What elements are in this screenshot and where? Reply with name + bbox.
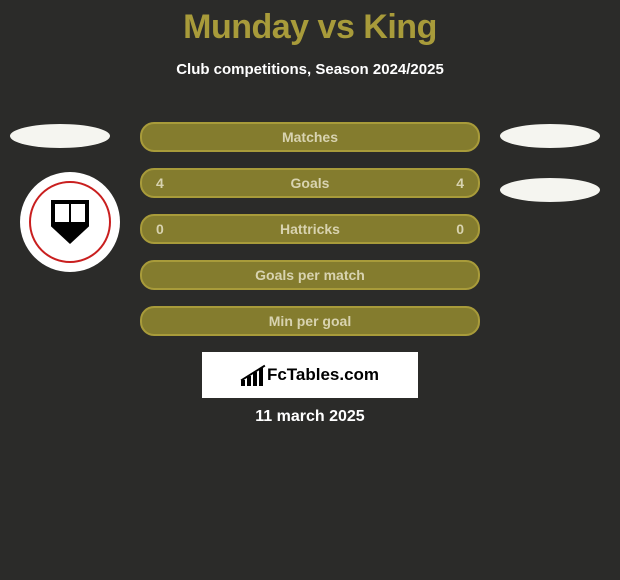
stat-row-goals-per-match: Goals per match <box>140 260 480 290</box>
stat-row-matches: Matches <box>140 122 480 152</box>
date-label: 11 march 2025 <box>0 408 620 426</box>
stat-left-value: 0 <box>156 221 164 237</box>
stat-label: Hattricks <box>280 221 340 237</box>
stat-label: Matches <box>282 129 338 145</box>
left-team-badge-top <box>10 124 110 148</box>
right-team-badge-top <box>500 124 600 148</box>
shield-stripe-right <box>71 204 85 222</box>
brand-box[interactable]: FcTables.com <box>202 352 418 398</box>
brand-chart-icon <box>241 364 263 386</box>
club-shield-icon <box>51 200 89 244</box>
stat-label: Min per goal <box>269 313 351 329</box>
stats-container: Matches 4 Goals 4 0 Hattricks 0 Goals pe… <box>140 122 480 352</box>
club-logo-ring <box>29 181 111 263</box>
stat-label: Goals <box>291 175 330 191</box>
stat-right-value: 4 <box>456 175 464 191</box>
stat-row-goals: 4 Goals 4 <box>140 168 480 198</box>
stat-left-value: 4 <box>156 175 164 191</box>
stat-right-value: 0 <box>456 221 464 237</box>
shield-stripe-left <box>55 204 69 222</box>
stat-label: Goals per match <box>255 267 365 283</box>
subtitle: Club competitions, Season 2024/2025 <box>0 61 620 78</box>
stat-row-min-per-goal: Min per goal <box>140 306 480 336</box>
brand-text: FcTables.com <box>267 365 379 385</box>
stat-row-hattricks: 0 Hattricks 0 <box>140 214 480 244</box>
left-team-logo <box>20 172 120 272</box>
page-title: Munday vs King <box>0 0 620 47</box>
right-team-badge-bottom <box>500 178 600 202</box>
